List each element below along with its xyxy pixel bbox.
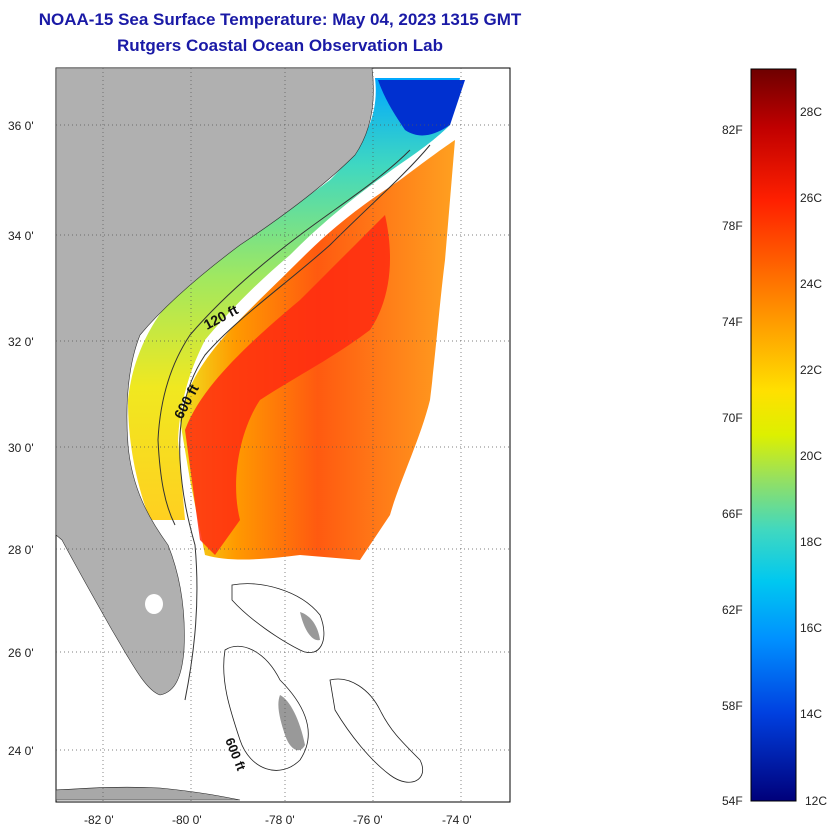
- longitude-labels: -82 0' -80 0' -78 0' -76 0' -74 0': [84, 813, 472, 827]
- colorbar-f-label: 82F: [722, 123, 743, 137]
- lat-label: 36 0': [8, 119, 34, 133]
- colorbar-f-label: 62F: [722, 603, 743, 617]
- lat-label: 28 0': [8, 543, 34, 557]
- map-title: NOAA-15 Sea Surface Temperature: May 04,…: [38, 10, 522, 29]
- colorbar-f-label: 70F: [722, 411, 743, 425]
- colorbar: 82F 78F 74F 70F 66F 62F 58F 54F 28C 26C …: [722, 68, 827, 808]
- lon-label: -74 0': [442, 813, 472, 827]
- lon-label: -80 0': [172, 813, 202, 827]
- colorbar-f-label: 66F: [722, 507, 743, 521]
- lat-label: 26 0': [8, 646, 34, 660]
- colorbar-c-label: 26C: [800, 191, 822, 205]
- colorbar-gradient: [750, 68, 797, 802]
- colorbar-c-label: 12C: [805, 794, 827, 808]
- colorbar-c-label: 20C: [800, 449, 822, 463]
- latitude-labels: 36 0' 34 0' 32 0' 30 0' 28 0' 26 0' 24 0…: [8, 119, 34, 758]
- bahamas-islands: [278, 612, 320, 751]
- colorbar-f-label: 78F: [722, 219, 743, 233]
- cold-pool: [378, 80, 465, 136]
- isobath-600ft: [179, 144, 431, 701]
- lat-label: 30 0': [8, 441, 34, 455]
- colorbar-f-label: 74F: [722, 315, 743, 329]
- colorbar-f-label: 58F: [722, 699, 743, 713]
- warm-core: [185, 215, 390, 555]
- colorbar-c-label: 18C: [800, 535, 822, 549]
- colorbar-c-label: 16C: [800, 621, 822, 635]
- isobath-120ft: [157, 149, 411, 526]
- lat-label: 32 0': [8, 335, 34, 349]
- lon-label: -76 0': [353, 813, 383, 827]
- lake-okeechobee: [145, 594, 163, 614]
- colorbar-c-label: 22C: [800, 363, 822, 377]
- map-panel: [55, 67, 511, 803]
- colorbar-f-label: 54F: [722, 794, 743, 808]
- colorbar-c-label: 28C: [800, 105, 822, 119]
- colorbar-c-label: 14C: [800, 707, 822, 721]
- bahamas-banks: [223, 583, 423, 783]
- lat-label: 24 0': [8, 744, 34, 758]
- colorbar-c-label: 24C: [800, 277, 822, 291]
- land-mass: [55, 67, 374, 696]
- lon-label: -78 0': [265, 813, 295, 827]
- map-subtitle: Rutgers Coastal Ocean Observation Lab: [117, 36, 443, 55]
- lat-label: 34 0': [8, 229, 34, 243]
- keys-outline: [55, 786, 241, 801]
- lon-label: -82 0': [84, 813, 114, 827]
